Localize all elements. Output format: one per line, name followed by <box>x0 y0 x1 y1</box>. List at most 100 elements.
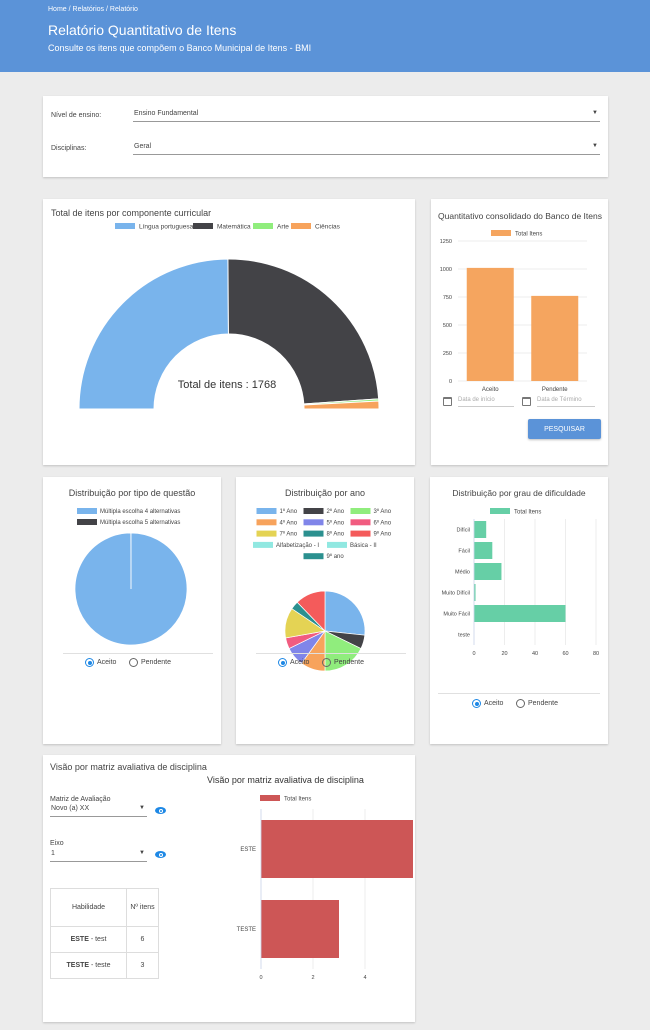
pendente-radio[interactable]: Pendente <box>129 658 171 667</box>
table-row: TESTE - teste 3 <box>50 952 159 979</box>
date-end-input[interactable]: Data de Término <box>537 397 595 407</box>
habilidade-code: ESTE <box>70 936 89 943</box>
y-tick-label: 1000 <box>440 267 452 273</box>
calendar-icon[interactable] <box>522 397 531 406</box>
y-tick-label: Fácil <box>458 549 470 555</box>
componente-chart: Língua portuguesa Matemática Arte Ciências <box>78 223 380 410</box>
bar-este <box>261 820 413 878</box>
table-header-row: Habilidade Nº itens <box>50 888 159 927</box>
legend-swatch-total-itens <box>260 795 280 801</box>
nivel-select[interactable]: Ensino Fundamental ▼ <box>133 110 600 122</box>
page-header: Home / Relatórios / Relatório Relatório … <box>0 0 650 72</box>
breadcrumb-home[interactable]: Home <box>48 6 67 13</box>
consolidado-chart: Total Itens 0 250 500 750 1000 1250 Aceito Pende… <box>440 230 587 393</box>
radio-checked-icon <box>278 658 287 667</box>
y-tick-label: 250 <box>443 351 452 357</box>
donut-center-label: Total de itens : 1768 <box>177 379 277 391</box>
y-tick-label: 0 <box>449 379 452 385</box>
x-tick-label: 0 <box>472 651 475 657</box>
legend-swatch-total-itens <box>490 508 510 514</box>
pesquisar-button[interactable]: PESQUISAR <box>528 419 601 439</box>
legend-swatch-6-ano <box>350 519 371 526</box>
legend-label-basica-ii: Básica - II <box>350 543 377 549</box>
count-cell: 3 <box>126 952 159 979</box>
matriz-card: Visão por matriz avaliativa de disciplin… <box>43 755 415 1022</box>
matriz-title: Visão por matriz avaliativa de disciplin… <box>50 762 207 772</box>
legend-swatch-alfabetizacao-i <box>253 541 273 548</box>
x-tick-label: 0 <box>259 975 262 981</box>
legend-swatch-9-ano <box>303 553 324 560</box>
y-tick-label: teste <box>458 633 470 639</box>
y-tick-label: 500 <box>443 323 452 329</box>
itens-header: Nº itens <box>126 888 159 927</box>
legend-label-multipla-escolha-4-alternativas: Múltipla escolha 4 alternativas <box>100 509 180 515</box>
matriz-chart: Total Itens0246ESTETESTE <box>237 795 413 981</box>
pendente-label: Pendente <box>141 659 171 666</box>
legend-swatch-5-ano <box>303 519 324 526</box>
matriz-label: Matriz de Avaliação <box>50 796 111 803</box>
aceito-radio[interactable]: Aceito <box>278 658 309 667</box>
y-tick-label: TESTE <box>237 927 256 933</box>
consolidado-card: Quantitativo consolidado do Banco de Ite… <box>431 199 608 465</box>
eye-icon[interactable] <box>155 851 166 858</box>
legend-swatch-8-ano <box>303 530 324 537</box>
habilidade-desc: - test <box>88 936 107 943</box>
legend-label-total-itens: Total Itens <box>514 510 541 516</box>
pendente-radio[interactable]: Pendente <box>516 699 558 708</box>
radio-unchecked-icon <box>516 699 525 708</box>
divider <box>63 653 213 654</box>
aceito-label: Aceito <box>97 659 117 666</box>
eixo-value: 1 <box>51 850 55 857</box>
date-start-input[interactable]: Data de início <box>458 397 514 407</box>
dropdown-arrow-icon: ▼ <box>592 143 598 149</box>
dificuldade-chart: Total Itens 0 20 40 60 80 Difícil Fácil Médio Mui… <box>442 508 599 657</box>
legend-swatch-arte <box>253 223 273 229</box>
divider <box>256 653 406 654</box>
habilidade-header: Habilidade <box>50 888 127 927</box>
legend-swatch-basica-ii <box>327 541 347 548</box>
donut-slice-ciencias <box>303 400 380 410</box>
y-tick-label: Muito Difícil <box>442 591 470 597</box>
disciplinas-select[interactable]: Geral ▼ <box>133 143 600 155</box>
dropdown-arrow-icon: ▼ <box>139 805 145 811</box>
x-tick-label: 80 <box>593 651 599 657</box>
legend-label-4-ano: 4º Ano <box>280 519 298 526</box>
ano-chart: 1º Ano 2º Ano 3º Ano 4º Ano 5º Ano 6º Ano 7º A… <box>253 508 392 672</box>
aceito-label: Aceito <box>484 700 504 707</box>
eye-icon[interactable] <box>155 807 166 814</box>
aceito-radio[interactable]: Aceito <box>85 658 116 667</box>
tipo-chart: Múltipla escolha 4 alternativas Múltipla … <box>74 508 188 646</box>
legend-label-1-ano: 1º Ano <box>280 508 298 515</box>
breadcrumb-relatorios[interactable]: Relatórios <box>72 6 105 13</box>
bar-aceito <box>466 267 514 381</box>
breadcrumb-relatorio[interactable]: Relatório <box>109 6 138 13</box>
eixo-label: Eixo <box>50 840 64 847</box>
radio-unchecked-icon <box>322 658 331 667</box>
eixo-select[interactable]: 1 ▼ <box>50 850 147 862</box>
breadcrumb-separator: / <box>106 6 108 13</box>
legend-swatch-9-ano <box>350 530 371 537</box>
dropdown-arrow-icon: ▼ <box>592 110 598 116</box>
pendente-radio[interactable]: Pendente <box>322 658 364 667</box>
y-tick-label: Muito Fácil <box>443 612 470 618</box>
aceito-radio[interactable]: Aceito <box>472 699 503 708</box>
bar-facil <box>474 542 493 559</box>
donut-slice-matematica <box>227 258 380 405</box>
componente-card: Total de itens por componente curricular… <box>43 199 415 465</box>
legend-swatch-total-itens <box>491 230 511 236</box>
matriz-value: Novo (a) XX <box>51 805 90 812</box>
page-title: Relatório Quantitativo de Itens <box>48 22 237 38</box>
matriz-select[interactable]: Novo (a) XX ▼ <box>50 805 147 817</box>
legend-swatch-multipla-escolha-4-alternativas <box>77 508 97 514</box>
y-tick-label: Difícil <box>457 528 470 534</box>
consolidado-title: Quantitativo consolidado do Banco de Ite… <box>438 211 602 221</box>
dropdown-arrow-icon: ▼ <box>139 850 145 856</box>
breadcrumb: Home / Relatórios / Relatório <box>48 6 138 13</box>
table-row: ESTE - test 6 <box>50 926 159 953</box>
habilidade-cell: TESTE - teste <box>50 952 127 979</box>
x-tick-label: 4 <box>363 975 366 981</box>
pendente-label: Pendente <box>528 700 558 707</box>
calendar-icon[interactable] <box>443 397 452 406</box>
radio-unchecked-icon <box>129 658 138 667</box>
filters-card: Nível de ensino: Ensino Fundamental ▼ Di… <box>43 96 608 177</box>
